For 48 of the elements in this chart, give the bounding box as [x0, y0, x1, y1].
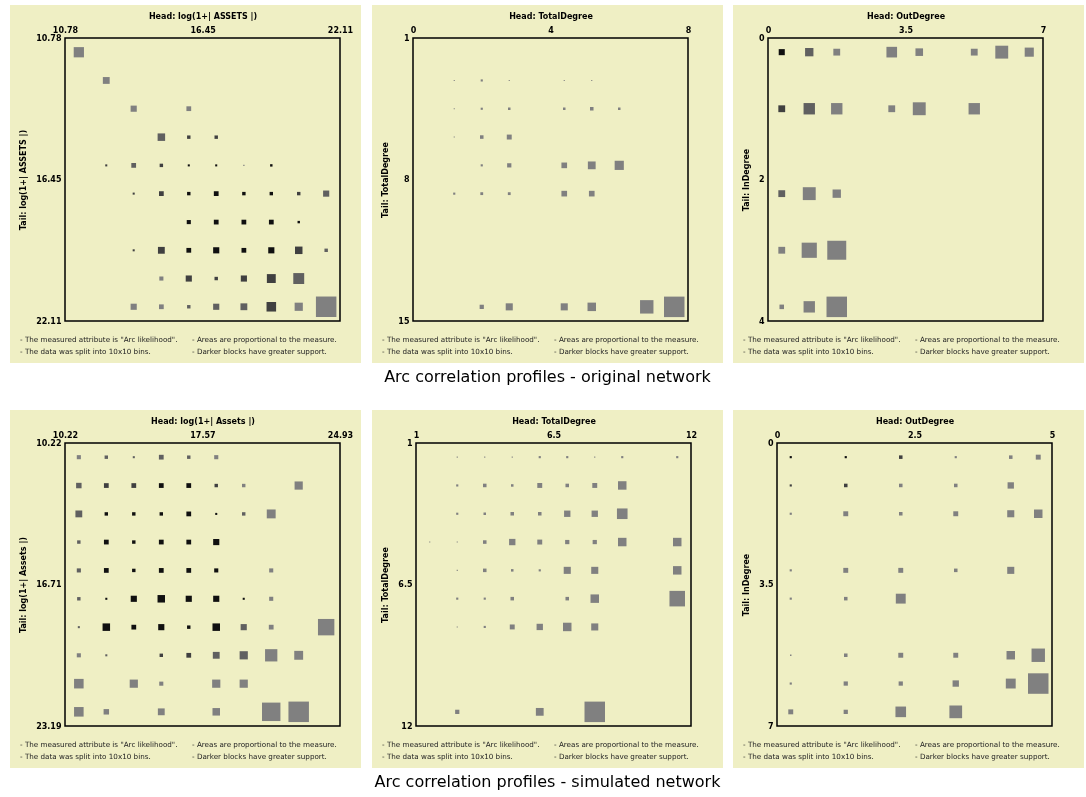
y-tick-label: 2	[758, 175, 765, 184]
y-tick-label: 3.5	[759, 580, 774, 589]
y-tick-label: 22.11	[36, 316, 62, 326]
y-tick-label: 10.22	[36, 438, 62, 448]
x-axis-title: Head: log(1+| Assets |)	[151, 416, 255, 426]
y-tick-label: 16.71	[36, 580, 62, 590]
y-axis-title: Tail: log(1+| Assets |)	[19, 537, 29, 633]
y-tick-label: 10.78	[36, 33, 62, 43]
y-tick-label: 15	[398, 316, 410, 326]
x-tick-label: 24.93	[327, 430, 354, 440]
y-axis-title: Tail: TotalDegree	[381, 141, 391, 218]
x-tick-label: 12	[685, 430, 698, 440]
y-tick-label: 16.45	[36, 175, 62, 185]
x-tick-label: 6.5	[546, 430, 562, 440]
y-tick-label: 8	[403, 175, 410, 184]
y-tick-label: 7	[767, 721, 774, 731]
x-tick-label: 7	[1040, 25, 1047, 35]
y-tick-label: 0	[767, 438, 774, 448]
text: Arc correlation profiles - original network	[383, 367, 712, 386]
y-axis-title: Tail: InDegree	[742, 553, 752, 617]
y-tick-label: 23.19	[36, 721, 62, 731]
y-tick-label: 4	[758, 316, 765, 326]
y-axis-title: Tail: log(1+| ASSETS |)	[19, 129, 29, 231]
x-tick-label: 5	[1049, 430, 1056, 440]
x-axis-title: Head: TotalDegree	[509, 11, 594, 21]
text: Arc correlation profiles - simulated network	[373, 772, 722, 791]
x-tick-label: 3.5	[898, 25, 914, 35]
y-tick-label: 12	[401, 721, 413, 731]
y-tick-label: 0	[758, 33, 765, 43]
y-tick-label: 6.5	[398, 580, 413, 589]
x-tick-label: 1	[413, 430, 420, 440]
x-axis-title: Head: log(1+| ASSETS |)	[148, 11, 258, 21]
x-axis-title: Head: TotalDegree	[512, 416, 597, 426]
y-axis-title: Tail: TotalDegree	[381, 546, 391, 623]
x-tick-label: 2.5	[907, 430, 923, 440]
x-tick-label: 0	[774, 430, 781, 440]
x-tick-label: 4	[548, 25, 555, 35]
x-axis-title: Head: OutDegree	[875, 416, 955, 426]
y-axis-title: Tail: InDegree	[741, 148, 751, 212]
x-tick-label: 16.45	[190, 25, 217, 35]
x-tick-label: 22.11	[327, 25, 354, 35]
x-tick-label: 10.78	[52, 25, 79, 35]
x-tick-label: 8	[685, 25, 692, 35]
y-tick-label: 1	[406, 438, 413, 448]
x-axis-title: Head: OutDegree	[866, 11, 946, 21]
x-tick-label: 17.57	[190, 430, 216, 440]
y-tick-label: 1	[403, 33, 410, 43]
x-tick-label: 10.22	[52, 430, 79, 440]
